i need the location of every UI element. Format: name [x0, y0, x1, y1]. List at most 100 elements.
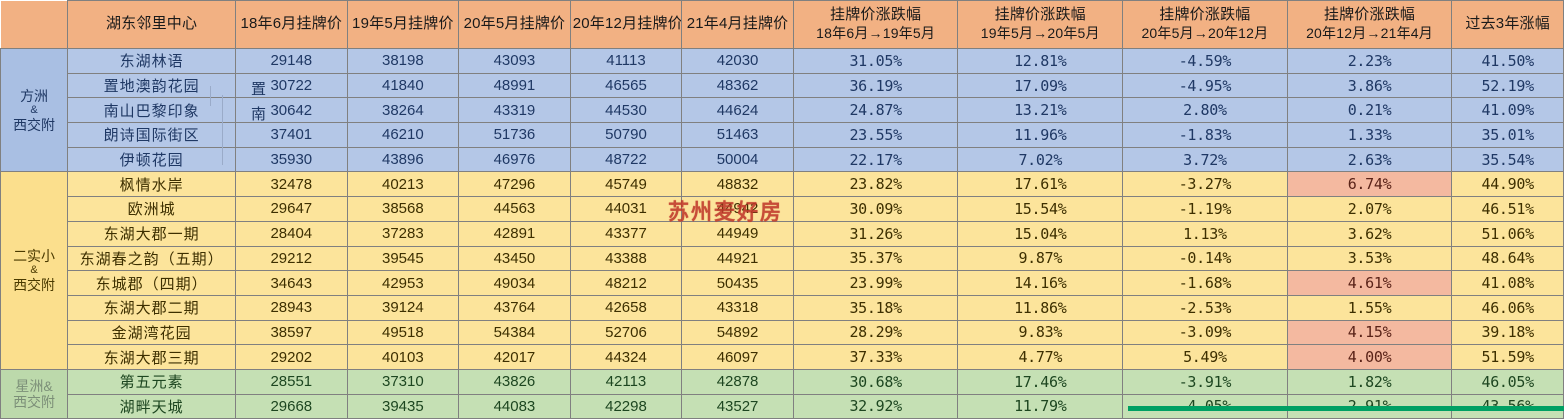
price-cell: 40213	[346, 171, 460, 198]
change-cell: 24.87%	[792, 97, 959, 124]
price-cell: 41840	[346, 72, 460, 99]
change-cell: 5.49%	[1122, 344, 1288, 370]
table-row: 欧洲城 29647 38568 44563 44031 44942 30.09% 15.54%…	[1, 196, 1564, 222]
price-cell: 37283	[346, 220, 460, 247]
change-cell: 36.19%	[792, 72, 959, 99]
three-year-change-cell: 46.05%	[1451, 368, 1564, 395]
price-cell: 47296	[458, 171, 571, 198]
price-cell: 43388	[569, 245, 683, 272]
price-cell: 43527	[681, 393, 794, 419]
row-group-label-line: 星洲&	[15, 378, 53, 395]
community-name-cell: 第五元素	[67, 368, 237, 395]
price-cell: 43318	[681, 294, 794, 321]
price-cell: 28943	[235, 294, 348, 321]
price-cell: 29647	[235, 196, 348, 222]
community-name-cell: 东湖林语	[67, 48, 237, 74]
price-cell: 28551	[235, 368, 348, 395]
price-cell: 48991	[458, 72, 571, 99]
price-cell: 43319	[458, 97, 571, 124]
community-name-cell: 金湖湾花园	[67, 319, 237, 346]
table-row: 金湖湾花园 38597 49518 54384 52706 54892 28.29% 9.83…	[1, 319, 1564, 346]
header-change-1: 挂牌价涨跌幅 18年6月→19年5月	[792, 0, 959, 49]
price-cell: 39124	[346, 294, 460, 321]
three-year-change-cell: 39.18%	[1451, 319, 1564, 346]
change-cell: -3.09%	[1122, 319, 1288, 346]
change-cell: 30.68%	[792, 368, 959, 395]
change-cell: -2.53%	[1122, 294, 1288, 321]
price-cell: 43093	[458, 48, 571, 74]
price-cell: 49034	[458, 270, 571, 296]
price-cell: 28404	[235, 220, 348, 247]
price-cell: 51463	[681, 122, 794, 148]
price-cell: 54892	[681, 319, 794, 346]
table-body: 方洲 & 西交附 东湖林语 29148 38198 43093 41113 42030 31.05…	[0, 47, 1564, 419]
price-cell: 42113	[569, 368, 683, 395]
row-group-label-line: &	[30, 264, 38, 277]
header-price-2019-05: 19年5月挂牌价	[346, 0, 460, 49]
change-cell: -1.19%	[1122, 196, 1288, 222]
price-cell: 46976	[458, 146, 571, 173]
price-cell: 43764	[458, 294, 571, 321]
price-cell: 35930	[235, 146, 348, 173]
row-group-label-line: 西交附	[13, 277, 56, 293]
row-group-label: 二实小 & 西交附	[0, 171, 69, 370]
change-cell: 17.09%	[957, 72, 1124, 99]
price-cell: 49518	[346, 319, 460, 346]
change-cell: 11.79%	[957, 393, 1124, 419]
community-name-cell: 枫情水岸	[67, 171, 237, 198]
change-cell: -4.59%	[1122, 48, 1288, 74]
community-name-cell: 东湖大郡一期	[67, 220, 237, 247]
header-change-1-line1: 挂牌价涨跌幅	[830, 6, 922, 24]
community-name-cell: 湖畔天城	[67, 393, 237, 419]
price-cell: 30722	[235, 72, 348, 99]
change-cell: 31.05%	[792, 48, 959, 74]
price-cell: 43450	[458, 245, 571, 272]
header-change-3-line2: 20年5月→20年12月	[1141, 25, 1269, 42]
three-year-change-cell: 41.09%	[1451, 97, 1564, 124]
header-change-1-line2: 18年6月→19年5月	[816, 25, 936, 42]
community-name-cell: 欧洲城	[67, 196, 237, 222]
bottom-accent-bar	[1128, 406, 1564, 411]
change-cell: 2.63%	[1286, 146, 1453, 173]
table-header: 湖东邻里中心 18年6月挂牌价 19年5月挂牌价 20年5月挂牌价 20年12月…	[0, 0, 1564, 49]
price-cell: 30642	[235, 97, 348, 124]
price-cell: 42030	[681, 48, 794, 74]
community-name-cell: 东湖大郡二期	[67, 294, 237, 321]
price-cell: 42953	[346, 270, 460, 296]
header-community-name: 湖东邻里中心	[67, 0, 237, 49]
price-cell: 48832	[681, 171, 794, 198]
change-cell: 4.00%	[1286, 344, 1453, 370]
price-cell: 51736	[458, 122, 571, 148]
community-name-cell: 南山巴黎印象	[67, 97, 237, 124]
change-cell: 31.26%	[792, 220, 959, 247]
price-cell: 38264	[346, 97, 460, 124]
three-year-change-cell: 35.54%	[1451, 146, 1564, 173]
community-name-cell: 东湖大郡三期	[67, 344, 237, 370]
change-cell: 11.96%	[957, 122, 1124, 148]
row-group-label-line: 西交附	[13, 116, 56, 133]
three-year-change-cell: 46.51%	[1451, 196, 1564, 222]
price-cell: 34643	[235, 270, 348, 296]
price-cell: 43896	[346, 146, 460, 173]
three-year-change-cell: 35.01%	[1451, 122, 1564, 148]
change-cell: 15.04%	[957, 220, 1124, 247]
header-change-3-line1: 挂牌价涨跌幅	[1159, 6, 1251, 24]
price-cell: 29202	[235, 344, 348, 370]
price-cell: 43826	[458, 368, 571, 395]
table-row: 置地澳韵花园 30722 41840 48991 46565 48362 36.19% 17.…	[1, 72, 1564, 99]
three-year-change-cell: 48.64%	[1451, 245, 1564, 272]
three-year-change-cell: 51.06%	[1451, 220, 1564, 247]
price-cell: 52706	[569, 319, 683, 346]
table-row: 朗诗国际街区 37401 46210 51736 50790 51463 23.55% 11.…	[1, 122, 1564, 148]
change-cell: 23.82%	[792, 171, 959, 198]
header-change-3: 挂牌价涨跌幅 20年5月→20年12月	[1122, 0, 1288, 49]
change-cell: 4.77%	[957, 344, 1124, 370]
price-cell: 42298	[569, 393, 683, 419]
price-cell: 46097	[681, 344, 794, 370]
change-cell: 4.15%	[1286, 319, 1453, 346]
header-price-2020-12: 20年12月挂牌价	[569, 0, 683, 49]
header-change-4-line2: 20年12月→21年4月	[1306, 25, 1433, 42]
header-change-4-line1: 挂牌价涨跌幅	[1323, 6, 1416, 24]
price-cell: 48212	[569, 270, 683, 296]
price-cell: 54384	[458, 319, 571, 346]
